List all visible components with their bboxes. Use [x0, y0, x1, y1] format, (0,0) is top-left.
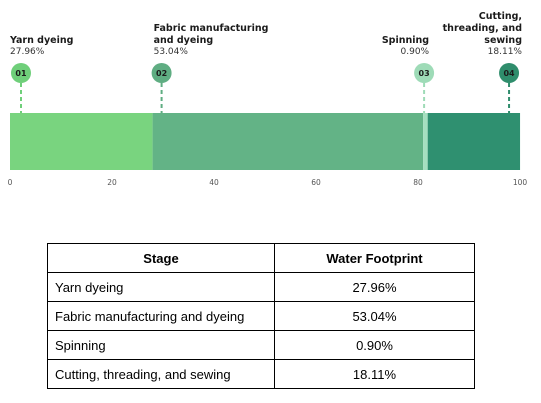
x-axis-ticks: 0 20 40 60 80 100: [8, 178, 528, 187]
segment-percent-04: 18.11%: [488, 47, 523, 57]
marker-connectors: [20, 83, 511, 113]
table-row: Fabric manufacturing and dyeing 53.04%: [47, 301, 475, 331]
marker-circle-02: [151, 63, 172, 83]
marker-circle-03: [414, 63, 435, 83]
bar-segment-03: [423, 113, 428, 170]
marker-number-03: 03: [419, 69, 430, 78]
stage-cell: Yarn dyeing: [47, 272, 275, 302]
segment-name-04: sewing: [484, 35, 522, 46]
segment-percent-03: 0.90%: [401, 47, 430, 57]
stage-cell: Cutting, threading, and sewing: [47, 359, 275, 389]
bar-segment-01: [10, 113, 153, 170]
segment-percent-01: 27.96%: [10, 47, 45, 57]
water-footprint-cell: 53.04%: [274, 301, 475, 331]
table-header-row: Stage Water Footprint: [47, 243, 475, 273]
x-tick-label: 60: [311, 178, 321, 187]
segment-markers: 01 02 03 04: [11, 63, 520, 83]
bar-segment-04: [427, 113, 521, 170]
stage-cell: Fabric manufacturing and dyeing: [47, 301, 275, 331]
stage-cell: Spinning: [47, 330, 275, 360]
marker-number-02: 02: [156, 69, 167, 78]
x-tick-label: 100: [513, 178, 528, 187]
x-tick-label: 80: [413, 178, 423, 187]
water-footprint-table: Stage Water Footprint Yarn dyeing 27.96%…: [47, 243, 475, 389]
table-row: Yarn dyeing 27.96%: [47, 272, 475, 302]
marker-number-01: 01: [15, 69, 27, 78]
water-footprint-cell: 0.90%: [274, 330, 475, 360]
x-tick-label: 20: [107, 178, 117, 187]
marker-circle-01: [11, 63, 31, 83]
bar-segment-02: [152, 113, 424, 170]
water-footprint-cell: 18.11%: [274, 359, 475, 389]
table-row: Spinning 0.90%: [47, 330, 475, 360]
segment-name-02: and dyeing: [154, 35, 214, 46]
water-footprint-table-container: Stage Water Footprint Yarn dyeing 27.96%…: [47, 243, 475, 389]
segment-name-04: threading, and: [443, 23, 522, 34]
segment-name-01: Yarn dyeing: [9, 35, 73, 46]
table-row: Cutting, threading, and sewing 18.11%: [47, 359, 475, 389]
marker-circle-04: [499, 63, 520, 83]
marker-number-04: 04: [503, 69, 515, 78]
segment-name-03: Spinning: [382, 35, 429, 46]
segment-percent-02: 53.04%: [154, 47, 189, 57]
x-tick-label: 0: [8, 178, 13, 187]
x-tick-label: 40: [209, 178, 219, 187]
bar-segments: [10, 113, 521, 170]
segment-name-02: Fabric manufacturing: [154, 23, 269, 34]
header-water-footprint: Water Footprint: [274, 243, 475, 273]
header-stage: Stage: [47, 243, 275, 273]
water-footprint-cell: 27.96%: [274, 272, 475, 302]
segment-name-04: Cutting,: [479, 11, 522, 22]
